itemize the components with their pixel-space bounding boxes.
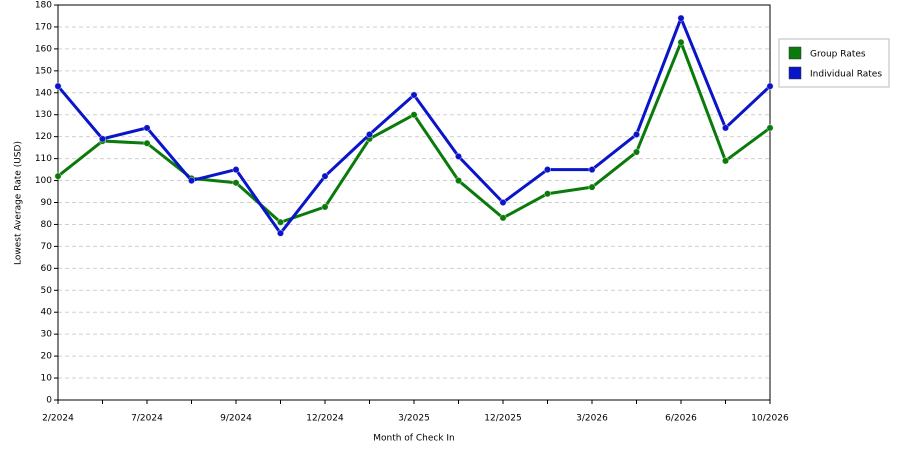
x-tick-label: 12/2024: [306, 414, 344, 424]
data-point: [54, 82, 62, 90]
y-tick-label: 60: [41, 264, 53, 274]
data-point: [321, 172, 329, 180]
y-tick-label: 50: [41, 286, 53, 296]
data-point: [721, 124, 729, 132]
y-axis-label: Lowest Average Rate (USD): [14, 141, 24, 265]
legend-label: Group Rates: [810, 50, 866, 60]
data-point: [410, 91, 418, 99]
data-point: [766, 82, 774, 90]
y-tick-label: 30: [41, 330, 53, 340]
y-tick-label: 160: [35, 44, 52, 54]
data-point: [766, 124, 774, 132]
y-tick-label: 100: [35, 176, 52, 186]
legend-swatch: [788, 66, 802, 80]
data-point: [143, 124, 151, 132]
x-tick-label: 2/2024: [42, 414, 74, 424]
y-tick-label: 130: [35, 110, 52, 120]
data-point: [188, 177, 196, 185]
y-tick-label: 150: [35, 66, 52, 76]
data-point: [499, 214, 507, 222]
plot-area: [58, 5, 770, 400]
data-point: [543, 166, 551, 174]
data-point: [99, 135, 107, 143]
data-point: [365, 130, 373, 138]
data-point: [276, 218, 284, 226]
data-point: [232, 179, 240, 187]
data-point: [321, 203, 329, 211]
data-point: [677, 38, 685, 46]
x-tick-label: 9/2024: [220, 414, 252, 424]
data-point: [499, 199, 507, 207]
data-point: [276, 229, 284, 237]
y-tick-label: 40: [41, 308, 53, 318]
x-tick-label: 12/2025: [484, 414, 521, 424]
data-point: [632, 148, 640, 156]
legend-swatch: [788, 46, 802, 60]
data-point: [454, 177, 462, 185]
data-point: [588, 166, 596, 174]
x-tick-label: 3/2026: [576, 414, 608, 424]
y-tick-label: 140: [35, 88, 52, 98]
legend-box: [778, 38, 890, 88]
legend-label: Individual Rates: [810, 70, 882, 80]
data-point: [143, 139, 151, 147]
data-point: [454, 152, 462, 160]
data-point: [543, 190, 551, 198]
data-point: [721, 157, 729, 165]
data-point: [232, 166, 240, 174]
y-tick-label: 0: [46, 396, 52, 406]
y-tick-label: 180: [35, 1, 52, 11]
y-tick-label: 10: [41, 374, 53, 384]
data-point: [588, 183, 596, 191]
y-tick-label: 90: [41, 198, 53, 208]
data-point: [677, 14, 685, 22]
x-tick-label: 10/2026: [751, 414, 789, 424]
data-point: [632, 130, 640, 138]
y-tick-label: 80: [41, 220, 53, 230]
data-point: [410, 111, 418, 119]
y-tick-label: 120: [35, 132, 52, 142]
y-tick-label: 170: [35, 22, 52, 32]
x-tick-label: 3/2025: [398, 414, 430, 424]
x-tick-label: 7/2024: [131, 414, 163, 424]
data-point: [54, 172, 62, 180]
y-tick-label: 20: [41, 352, 53, 362]
x-tick-label: 6/2026: [665, 414, 697, 424]
y-tick-label: 110: [35, 154, 52, 164]
x-axis-label: Month of Check In: [373, 434, 455, 444]
y-tick-label: 70: [41, 242, 53, 252]
